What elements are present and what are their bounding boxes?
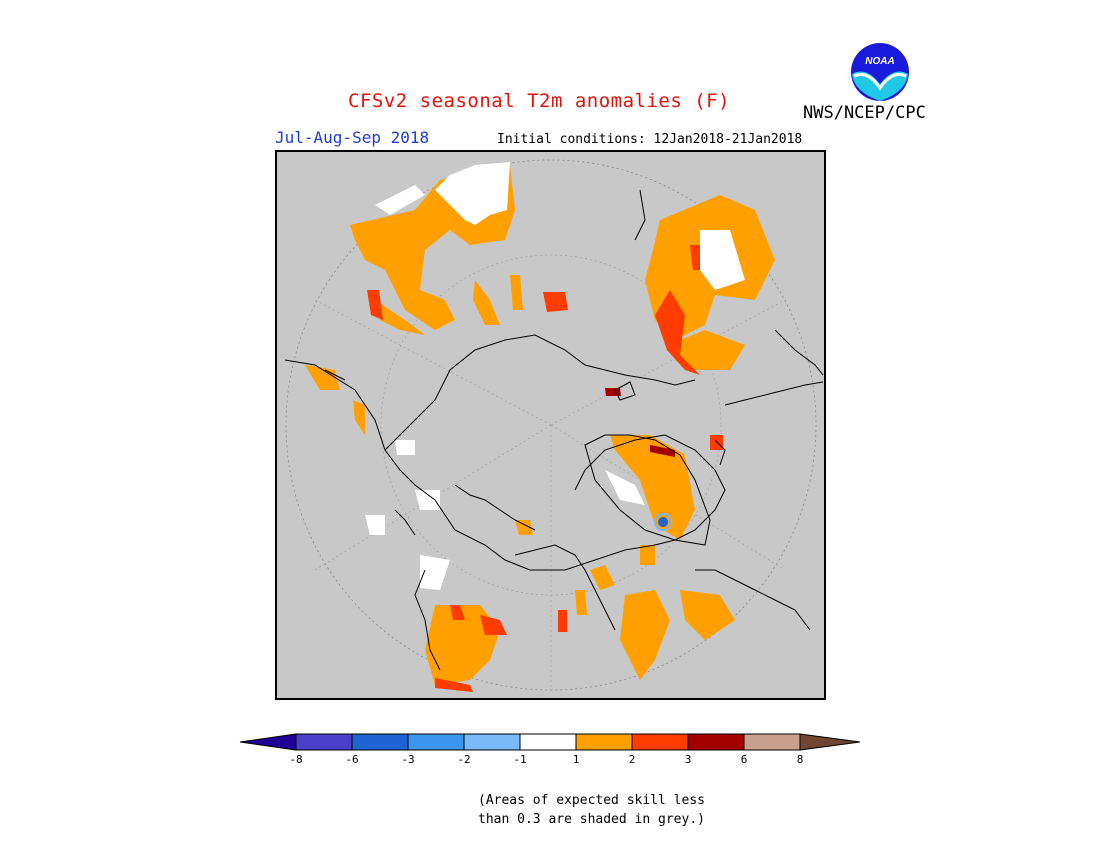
legend-tick-label: 3 bbox=[685, 753, 692, 766]
meridian-line bbox=[550, 424, 786, 571]
svg-text:NOAA: NOAA bbox=[865, 56, 894, 67]
initial-conditions: Initial conditions: 12Jan2018-21Jan2018 bbox=[497, 132, 803, 147]
anomaly-patches-red bbox=[367, 245, 723, 692]
legend-arrow-high bbox=[799, 733, 861, 751]
legend-swatch bbox=[351, 733, 409, 751]
legend-swatch bbox=[407, 733, 465, 751]
anomaly-patches-white bbox=[365, 162, 745, 590]
legend-swatch bbox=[743, 733, 801, 751]
forecast-period: Jul-Aug-Sep 2018 bbox=[275, 128, 430, 147]
legend-tick-label: 1 bbox=[573, 753, 580, 766]
legend-tick-label: -8 bbox=[289, 753, 302, 766]
map-title: CFSv2 seasonal T2m anomalies (F) bbox=[348, 90, 731, 112]
legend-tick-label: -1 bbox=[513, 753, 526, 766]
legend-tick-label: -6 bbox=[345, 753, 358, 766]
skill-note-line1: (Areas of expected skill less bbox=[478, 793, 705, 808]
noaa-logo: NOAA bbox=[849, 41, 911, 103]
skill-note-line2: than 0.3 are shaded in grey.) bbox=[478, 812, 705, 827]
skill-note: (Areas of expected skill less than 0.3 a… bbox=[478, 791, 705, 829]
polar-map bbox=[275, 150, 826, 700]
legend-tick-label: -2 bbox=[457, 753, 470, 766]
legend-swatch bbox=[631, 733, 689, 751]
coastlines bbox=[284, 189, 824, 671]
legend-swatch bbox=[519, 733, 577, 751]
legend-swatch bbox=[575, 733, 633, 751]
legend-swatch bbox=[463, 733, 521, 751]
legend-swatch bbox=[295, 733, 353, 751]
meridian-line bbox=[314, 424, 552, 571]
meridian-line bbox=[550, 299, 786, 426]
agency-label: NWS/NCEP/CPC bbox=[803, 103, 926, 123]
legend-tick-label: 8 bbox=[797, 753, 804, 766]
legend-swatch bbox=[687, 733, 745, 751]
latitude-circle bbox=[285, 159, 817, 691]
legend-arrow-low bbox=[239, 733, 297, 751]
legend-tick-label: 2 bbox=[629, 753, 636, 766]
legend-tick-label: -3 bbox=[401, 753, 414, 766]
anomaly-patch-blue bbox=[658, 517, 668, 527]
legend-tick-label: 6 bbox=[741, 753, 748, 766]
